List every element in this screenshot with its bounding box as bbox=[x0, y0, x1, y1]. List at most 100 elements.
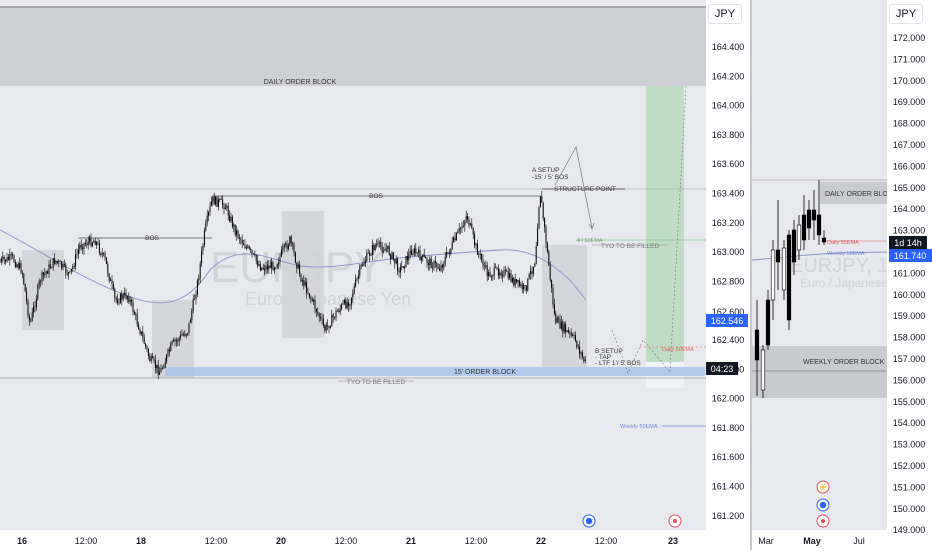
candle-body bbox=[251, 250, 253, 254]
candle-timer-tag bbox=[706, 362, 738, 375]
candle-body bbox=[496, 267, 498, 269]
candle-body bbox=[383, 251, 385, 253]
weekly-candle-body bbox=[806, 209, 812, 229]
left-price-axis[interactable] bbox=[706, 0, 750, 550]
left-price-tick: 162.800 bbox=[712, 276, 745, 286]
candle-body bbox=[21, 272, 23, 274]
right-timer-value: 1d 14h bbox=[894, 238, 922, 248]
candle-body bbox=[245, 247, 247, 249]
candle-body bbox=[240, 238, 242, 240]
candle-body bbox=[318, 313, 320, 318]
right-watermark: EURJPY, 1W bbox=[790, 255, 908, 277]
candle-body bbox=[250, 249, 252, 250]
candle-body bbox=[478, 253, 480, 255]
candle-body bbox=[552, 287, 554, 305]
dividend-event-icon-inner bbox=[673, 519, 677, 523]
candle-body bbox=[17, 264, 19, 269]
candle-body bbox=[205, 222, 207, 231]
candle-body bbox=[345, 299, 347, 309]
candle-body bbox=[401, 266, 403, 268]
candle-body bbox=[220, 199, 222, 200]
candle-body bbox=[369, 253, 371, 256]
candle-body bbox=[89, 237, 91, 242]
candle-body bbox=[311, 298, 313, 302]
candle-body bbox=[49, 264, 51, 268]
candle-body bbox=[556, 318, 558, 323]
candle-body bbox=[349, 304, 351, 307]
candle-body bbox=[114, 288, 116, 298]
candle-body bbox=[331, 314, 333, 327]
candle-body bbox=[103, 253, 105, 254]
candle-body bbox=[132, 301, 134, 312]
candle-body bbox=[140, 331, 142, 334]
candle-body bbox=[208, 212, 210, 216]
right-price-tick: 172.000 bbox=[893, 33, 926, 43]
right-dividend-event-icon-inner bbox=[821, 519, 825, 523]
candle-body bbox=[509, 273, 511, 278]
candle-body bbox=[523, 285, 525, 290]
right-price-tick: 156.000 bbox=[893, 375, 926, 385]
right-daily-ema-label: Daily 50EMA bbox=[827, 240, 859, 246]
candle-body bbox=[286, 243, 288, 249]
weekly-candle-body bbox=[786, 234, 792, 321]
candle-body bbox=[160, 367, 162, 373]
candle-body bbox=[272, 261, 274, 271]
candle-body bbox=[394, 259, 396, 264]
candle-body bbox=[110, 279, 112, 281]
candle-body bbox=[185, 334, 187, 336]
candle-body bbox=[101, 253, 103, 255]
candle-body bbox=[329, 326, 331, 329]
candle-body bbox=[559, 318, 561, 329]
candle-body bbox=[426, 258, 428, 263]
candle-body bbox=[72, 266, 74, 269]
candle-body bbox=[143, 336, 145, 344]
left-time-axis[interactable] bbox=[0, 530, 706, 550]
right-time-axis[interactable] bbox=[752, 530, 887, 550]
candle-body bbox=[58, 261, 60, 263]
candle-body bbox=[96, 242, 98, 245]
symbol-watermark-subtitle: Euro / Japanese Yen bbox=[245, 289, 411, 309]
candle-body bbox=[47, 271, 49, 274]
candle-body bbox=[238, 237, 240, 239]
candle-body bbox=[388, 245, 390, 255]
candle-body bbox=[580, 352, 582, 354]
candle-body bbox=[280, 250, 282, 257]
candle-body bbox=[532, 266, 534, 274]
candle-body bbox=[565, 324, 567, 333]
candle-body bbox=[212, 196, 214, 202]
left-time-tick: 12:00 bbox=[595, 536, 618, 546]
candle-body bbox=[61, 261, 63, 268]
candle-body bbox=[458, 228, 460, 232]
candle-body bbox=[492, 275, 494, 277]
left-currency-button[interactable]: JPY bbox=[708, 4, 742, 24]
right-price-tick: 150.000 bbox=[893, 504, 926, 514]
right-price-tick: 155.000 bbox=[893, 397, 926, 407]
left-chart-pane[interactable] bbox=[0, 0, 706, 550]
candle-body bbox=[125, 292, 127, 299]
candle-body bbox=[188, 322, 190, 333]
candle-body bbox=[497, 268, 499, 276]
candle-body bbox=[45, 271, 47, 274]
candle-body bbox=[54, 258, 56, 264]
candle-body bbox=[38, 280, 40, 286]
candle-body bbox=[168, 349, 170, 352]
right-currency-button[interactable]: JPY bbox=[889, 4, 923, 24]
target-zone bbox=[646, 86, 684, 368]
weekly-ema-label: Weekly 50EMA bbox=[620, 424, 658, 430]
candle-body bbox=[150, 356, 152, 361]
candle-body bbox=[59, 261, 61, 262]
candle-body bbox=[156, 364, 158, 369]
candle-body bbox=[353, 286, 355, 294]
candle-body bbox=[404, 266, 406, 269]
left-price-tick: 164.000 bbox=[712, 101, 745, 111]
right-flash-event-icon[interactable] bbox=[816, 480, 830, 494]
candle-body bbox=[82, 247, 84, 250]
candle-body bbox=[518, 280, 520, 286]
candle-body bbox=[178, 337, 180, 342]
candle-body bbox=[567, 330, 569, 333]
right-price-axis[interactable] bbox=[887, 0, 932, 550]
candle-body bbox=[356, 278, 358, 280]
candle-body bbox=[62, 264, 64, 268]
candle-body bbox=[20, 262, 22, 273]
